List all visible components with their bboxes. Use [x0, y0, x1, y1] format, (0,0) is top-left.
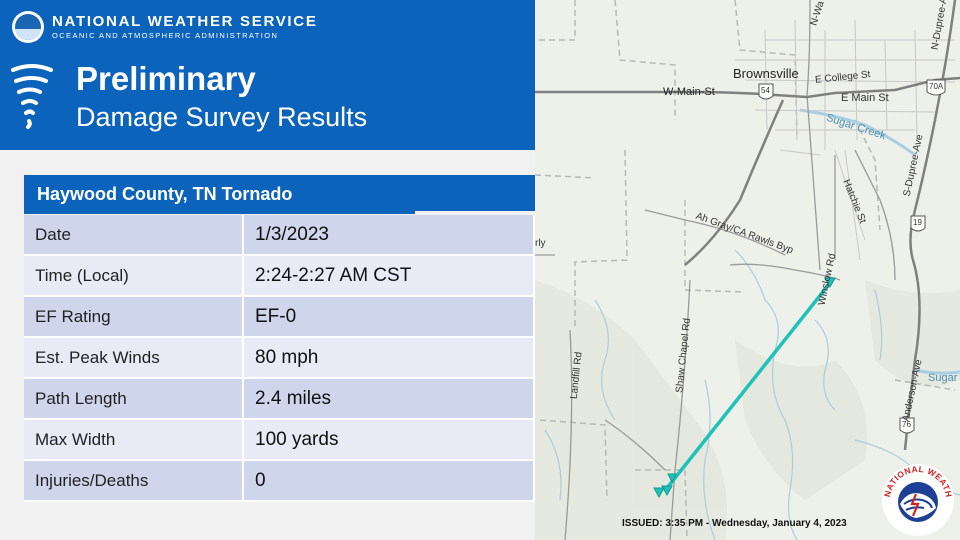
- table-row: Time (Local) 2:24-2:27 AM CST: [24, 255, 535, 297]
- route-70a-label: 70A: [929, 82, 944, 91]
- damage-map[interactable]: Brownsville W-Main-St E College St E Mai…: [535, 0, 960, 540]
- agency-name: NATIONAL WEATHER SERVICE: [52, 13, 318, 30]
- tornado-track-line: [665, 281, 832, 490]
- table-title-bar: [415, 175, 535, 211]
- row-label-ef-rating: EF Rating: [24, 296, 244, 338]
- map-label-w-main: W-Main-St: [663, 86, 715, 98]
- tornado-icon: [11, 64, 53, 129]
- row-value-max-width: 100 yards: [243, 419, 535, 461]
- row-label-injuries: Injuries/Deaths: [24, 460, 244, 502]
- row-value-ef-rating: EF-0: [243, 296, 535, 338]
- agency-subtitle: OCEANIC AND ATMOSPHERIC ADMINISTRATION: [52, 31, 279, 40]
- table-row: Est. Peak Winds 80 mph: [24, 337, 535, 379]
- row-value-date: 1/3/2023: [243, 215, 535, 256]
- row-value-injuries: 0: [243, 460, 535, 502]
- route-76-label: 76: [902, 420, 911, 429]
- map-canvas: [535, 0, 960, 540]
- route-54-label: 54: [761, 86, 770, 95]
- track-end-marker: [824, 277, 836, 289]
- table-row: EF Rating EF-0: [24, 296, 535, 338]
- survey-table: Date 1/3/2023 Time (Local) 2:24-2:27 AM …: [24, 215, 535, 502]
- track-start-marker: [661, 485, 673, 497]
- left-panel: NATIONAL WEATHER SERVICE OCEANIC AND ATM…: [0, 0, 535, 502]
- table-row: Max Width 100 yards: [24, 419, 535, 461]
- row-value-time: 2:24-2:27 AM CST: [243, 255, 535, 297]
- row-label-max-width: Max Width: [24, 419, 244, 461]
- row-label-date: Date: [24, 215, 244, 256]
- issued-timestamp: ISSUED: 3:35 PM - Wednesday, January 4, …: [622, 518, 847, 529]
- table-row: Date 1/3/2023: [24, 215, 535, 256]
- table-row: Injuries/Deaths 0: [24, 460, 535, 502]
- row-value-peak-winds: 80 mph: [243, 337, 535, 379]
- table-title: Haywood County, TN Tornado: [24, 175, 415, 214]
- map-label-fragment: rly: [535, 238, 546, 249]
- row-label-time: Time (Local): [24, 255, 244, 297]
- row-label-peak-winds: Est. Peak Winds: [24, 337, 244, 379]
- page-title: Preliminary: [76, 60, 256, 97]
- page-subtitle: Damage Survey Results: [76, 102, 368, 132]
- route-19-label: 19: [913, 218, 922, 227]
- table-row: Path Length 2.4 miles: [24, 378, 535, 420]
- row-value-path-length: 2.4 miles: [243, 378, 535, 420]
- map-label-sugar: Sugar: [928, 372, 958, 384]
- agency-branding: NATIONAL WEATHER SERVICE OCEANIC AND ATM…: [12, 10, 318, 44]
- header-banner: NATIONAL WEATHER SERVICE OCEANIC AND ATM…: [0, 0, 535, 150]
- map-label-town: Brownsville: [733, 66, 799, 81]
- row-label-path-length: Path Length: [24, 378, 244, 420]
- nws-seal-icon: NATIONAL WEATHER SERVICE: [878, 458, 954, 536]
- noaa-logo-icon: [12, 11, 44, 43]
- map-label-e-main: E Main St: [841, 92, 889, 104]
